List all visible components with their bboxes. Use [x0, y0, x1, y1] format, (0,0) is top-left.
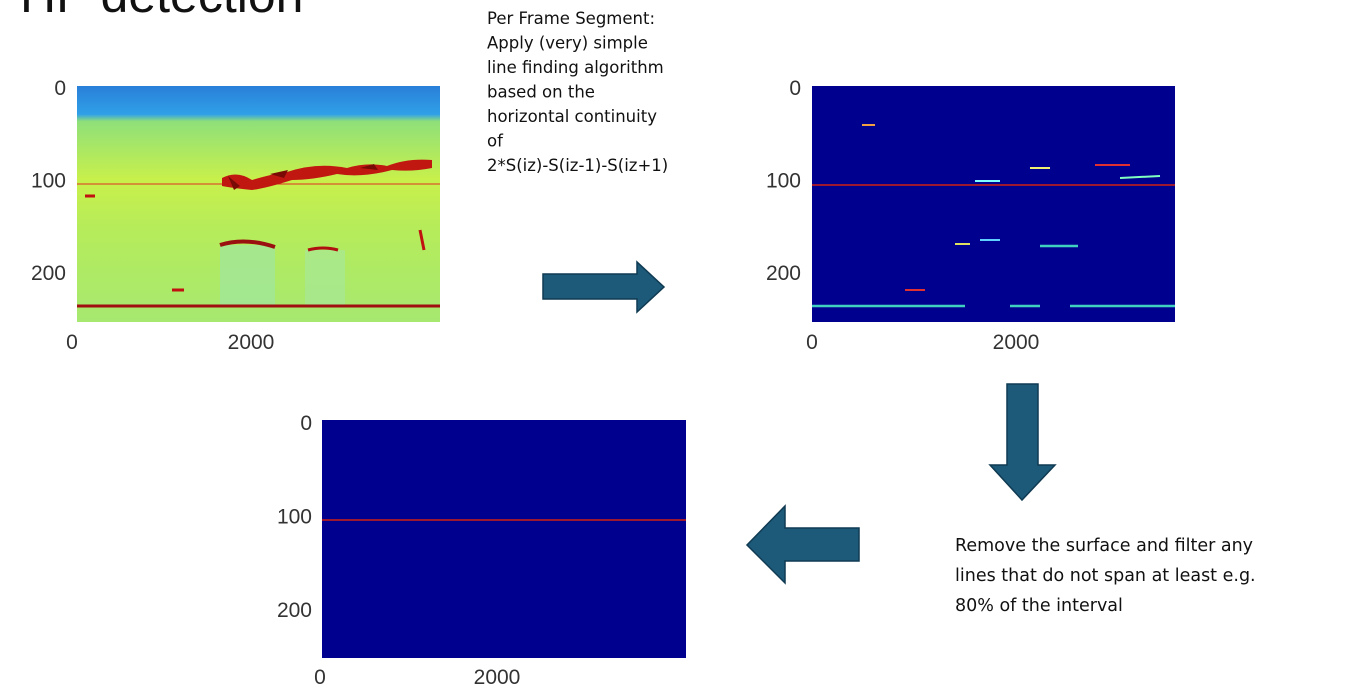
y-tick-label: 0 [54, 77, 66, 100]
heatmap-lines [812, 86, 1175, 322]
y-tick-label: 100 [766, 170, 801, 193]
x-tick-label: 0 [66, 331, 78, 354]
slide: HF detection Per Frame Seg [0, 0, 1352, 697]
x-tick-label: 0 [314, 666, 326, 689]
filter-note-line: lines that do not span at least e.g. [955, 566, 1256, 586]
filter-note-line: Remove the surface and filter any [955, 536, 1253, 556]
step-note-line: based on the [487, 83, 595, 102]
y-tick-label: 200 [766, 262, 801, 285]
step-note-line: horizontal continuity [487, 107, 657, 126]
slide-title: HF detection [20, 0, 303, 23]
heatmap-filtered [322, 420, 686, 658]
x-tick-label: 2000 [993, 331, 1040, 354]
y-tick-label: 100 [277, 506, 312, 529]
x-tick-label: 0 [806, 331, 818, 354]
step-note-line: line finding algorithm [487, 58, 664, 77]
arrow-down [990, 384, 1055, 500]
y-tick-label: 0 [300, 412, 312, 435]
x-tick-label: 2000 [228, 331, 275, 354]
step-note-line: of [487, 132, 504, 151]
arrow-left [747, 506, 859, 583]
y-tick-label: 0 [789, 77, 801, 100]
x-tick-label: 2000 [474, 666, 521, 689]
step-note-line: 2*S(iz)-S(iz-1)-S(iz+1) [487, 156, 668, 175]
arrow-right [543, 262, 664, 312]
y-tick-label: 100 [31, 170, 66, 193]
y-tick-label: 200 [31, 262, 66, 285]
step-note-line: Apply (very) simple [487, 34, 648, 53]
y-tick-label: 200 [277, 599, 312, 622]
step-note-line: Per Frame Segment: [487, 9, 655, 28]
heatmap-raw [77, 86, 440, 322]
filter-note-line: 80% of the interval [955, 596, 1123, 616]
